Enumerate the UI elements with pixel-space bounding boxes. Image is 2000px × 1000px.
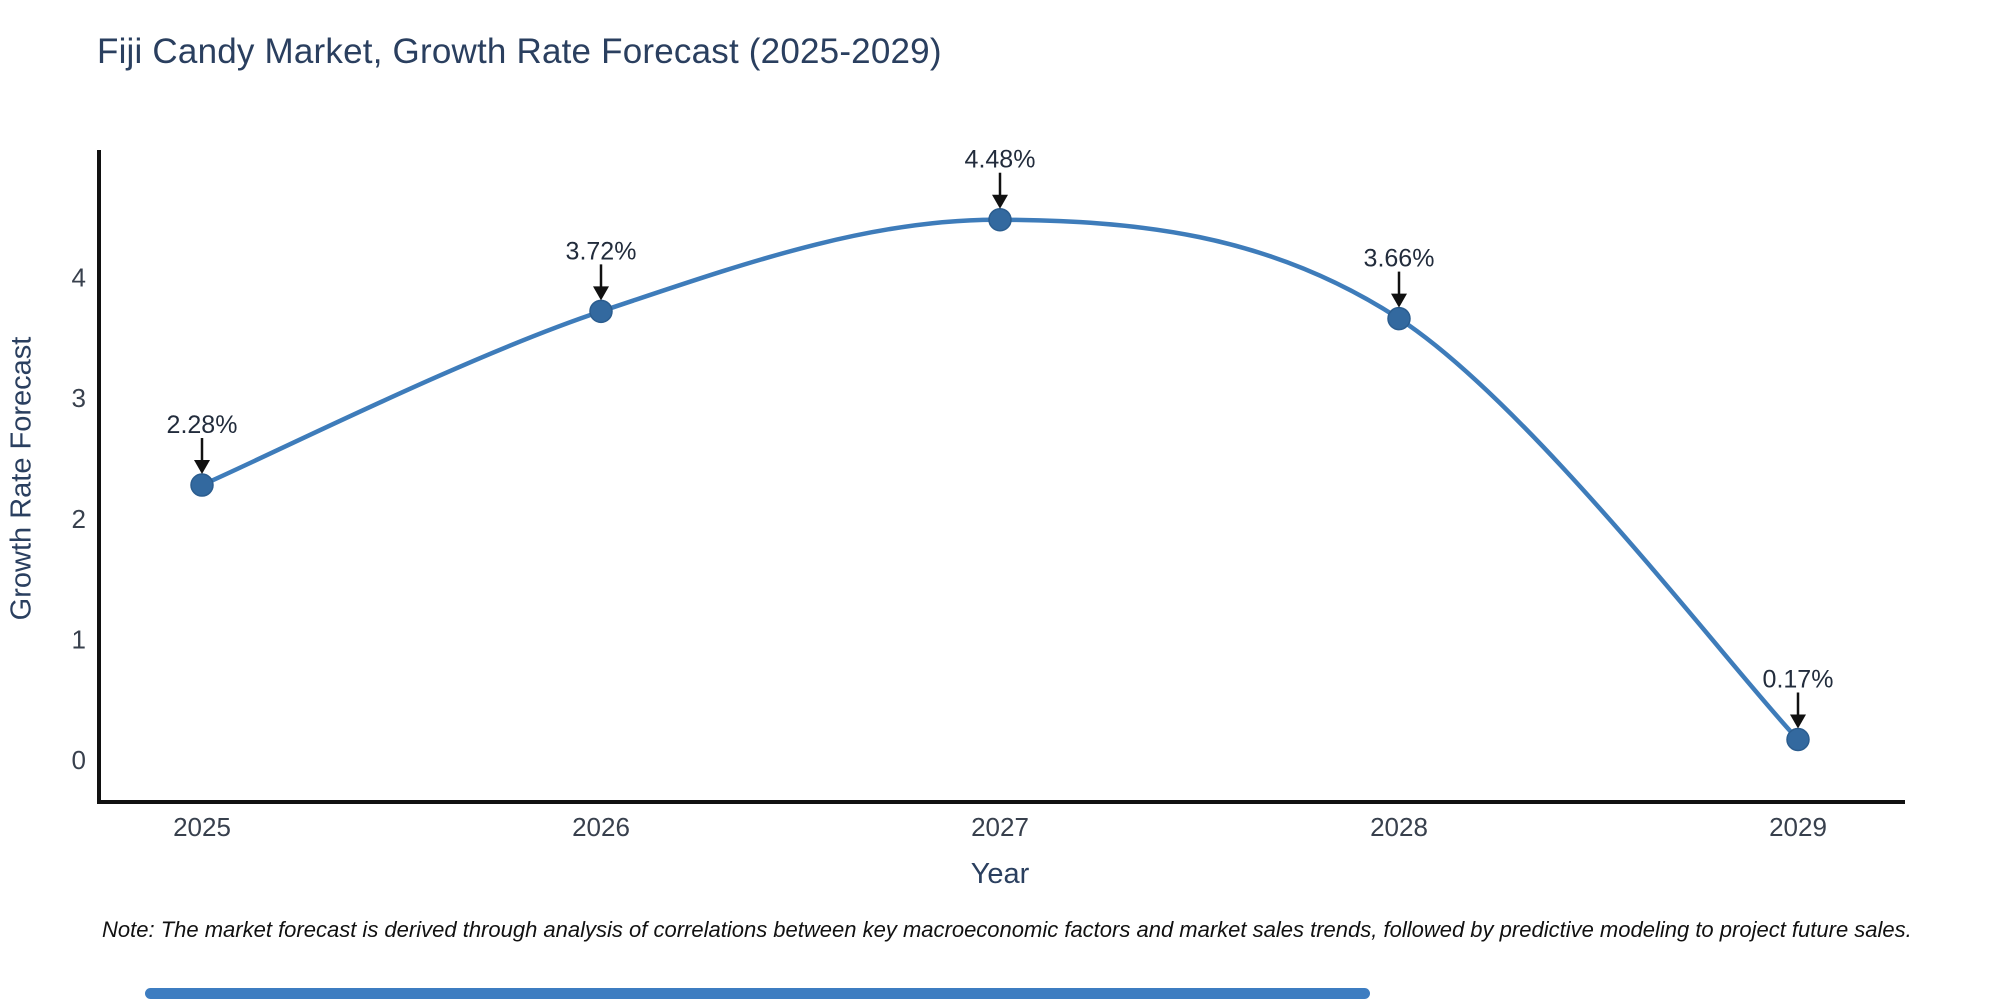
point-label-2025: 2.28%	[167, 411, 238, 439]
y-tick-4: 4	[72, 263, 86, 293]
trend-line	[199, 217, 1801, 742]
data-point-2026[interactable]	[589, 299, 613, 324]
x-tick-2025: 2025	[173, 812, 231, 842]
y-tick-1: 1	[72, 624, 86, 654]
y-tick-0: 0	[72, 745, 86, 775]
x-tick-2029: 2029	[1769, 812, 1827, 842]
y-tick-3: 3	[72, 383, 86, 413]
point-label-2028: 3.66%	[1364, 245, 1435, 273]
horizontal-scrollbar-thumb[interactable]	[145, 988, 1370, 999]
data-point-2025[interactable]	[190, 473, 214, 497]
x-tick-2026: 2026	[572, 812, 630, 842]
annotation-arrowhead-2025	[194, 460, 210, 475]
annotation-arrowhead-2026	[593, 286, 609, 301]
chart-title: Fiji Candy Market, Growth Rate Forecast …	[97, 32, 942, 71]
x-tick-2027: 2027	[971, 812, 1029, 842]
y-tick-2: 2	[72, 504, 86, 534]
annotation-arrowhead-2028	[1391, 293, 1407, 308]
data-point-2029[interactable]	[1786, 727, 1810, 752]
data-point-2028[interactable]	[1387, 306, 1411, 331]
point-label-2026: 3.72%	[566, 237, 637, 265]
data-point-2027[interactable]	[988, 207, 1012, 232]
footnote: Note: The market forecast is derived thr…	[102, 917, 1912, 942]
annotation-arrowhead-2027	[992, 194, 1008, 209]
x-tick-2028: 2028	[1370, 812, 1428, 842]
point-label-2029: 0.17%	[1763, 665, 1834, 693]
y-axis-line	[97, 150, 101, 804]
annotation-arrowhead-2029	[1790, 714, 1806, 729]
point-label-2027: 4.48%	[965, 146, 1036, 174]
x-axis-line	[97, 800, 1905, 804]
x-axis-label: Year	[970, 858, 1030, 890]
